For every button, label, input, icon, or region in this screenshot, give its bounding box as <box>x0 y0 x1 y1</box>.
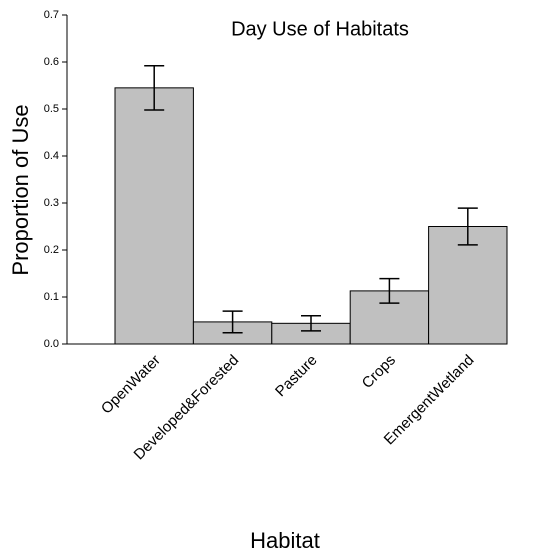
y-tick-label: 0.1 <box>44 291 59 303</box>
bar <box>428 226 508 345</box>
y-tick-label: 0.2 <box>44 244 59 256</box>
x-axis-label: Habitat <box>250 528 320 553</box>
y-tick-label: 0.7 <box>44 9 59 21</box>
y-tick-label: 0.4 <box>44 150 59 162</box>
bar <box>114 87 194 345</box>
chart-title: Day Use of Habitats <box>231 18 409 40</box>
x-tick-label: Crops <box>359 352 399 392</box>
x-tick-label: OpenWater <box>98 352 164 418</box>
y-tick-label: 0.3 <box>44 197 59 209</box>
y-tick-label: 0.6 <box>44 56 59 68</box>
error-bar <box>379 277 400 304</box>
error-bar <box>301 315 321 332</box>
y-tick-label: 0.5 <box>44 103 59 115</box>
x-tick-label: Pasture <box>272 352 321 401</box>
error-bar <box>144 65 165 111</box>
y-tick-label: 0.0 <box>44 338 59 350</box>
error-bar <box>457 207 478 246</box>
error-bar <box>222 310 243 334</box>
y-axis-label: Proportion of Use <box>8 104 33 275</box>
